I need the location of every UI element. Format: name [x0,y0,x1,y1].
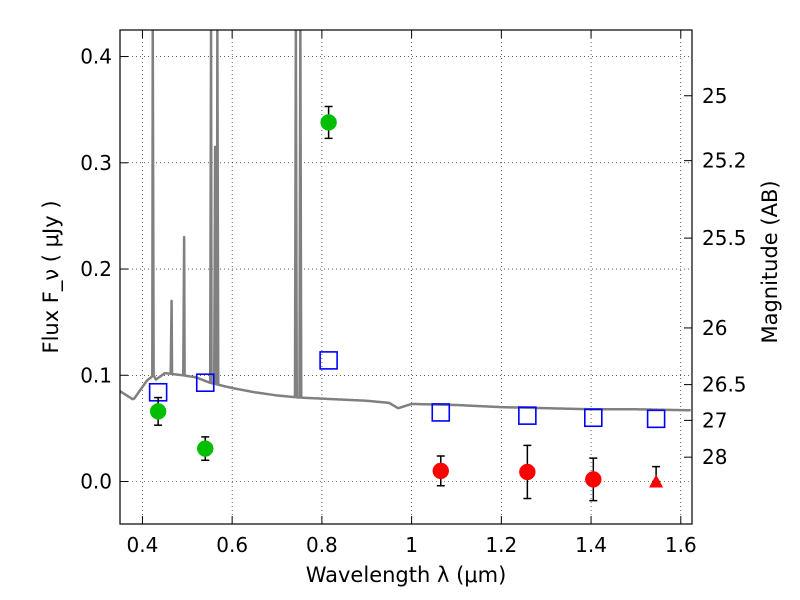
tick-labels: 0.4 0.6 0.8 1 1.2 1.4 1.6 0.0 0.1 0.2 0.3 0.4 25 25.2… [80,45,746,557]
y-tick-label: 0.3 [80,151,112,175]
model-photometry-square [584,408,603,428]
observed-red-point [585,471,602,488]
observed-red-point [432,462,450,480]
x-tick-label: 1.6 [665,533,697,557]
plot-frame [119,29,693,525]
mag-tick-label: 25.5 [702,226,747,250]
x-tick-label: 1.2 [485,533,517,557]
x-tick-label: 0.6 [216,533,248,557]
axes [119,29,693,525]
y-tick-label: 0.1 [80,363,112,387]
model-photometry-square [518,406,537,425]
model-photometry-square [646,409,666,429]
mag-tick-label: 26 [702,316,727,340]
model-photometry-square [319,351,338,370]
mag-tick-label: 25.2 [702,149,747,173]
x-tick-label: 1.4 [575,533,607,557]
observed-red-point [519,463,536,481]
model-photometry-square [431,403,451,422]
model-spectrum [120,30,691,412]
mag-tick-label: 26.5 [702,373,747,397]
x-tick-label: 0.8 [306,533,338,557]
observed-green-point [149,403,167,420]
observed-green-point [320,114,337,131]
observed-green-point [196,440,214,457]
x-tick-label: 1 [405,533,418,557]
model-photometry-square [195,373,215,393]
y2-axis-label: Magnitude (AB) [758,180,782,343]
mag-tick-label: 27 [702,408,727,432]
x-axis-label: Wavelength λ (μm) [306,563,507,587]
y-axis-label: Flux F_ν ( μJy ) [39,200,64,353]
y-tick-label: 0.0 [80,470,112,494]
y-tick-label: 0.4 [80,45,112,69]
mag-tick-label: 28 [702,445,727,469]
y-tick-label: 0.2 [80,257,112,281]
upper-limit-triangle [649,474,664,488]
spectrum-line [120,30,691,412]
data-points [148,105,666,502]
mag-tick-label: 25 [702,84,727,108]
x-tick-label: 0.4 [127,533,159,557]
